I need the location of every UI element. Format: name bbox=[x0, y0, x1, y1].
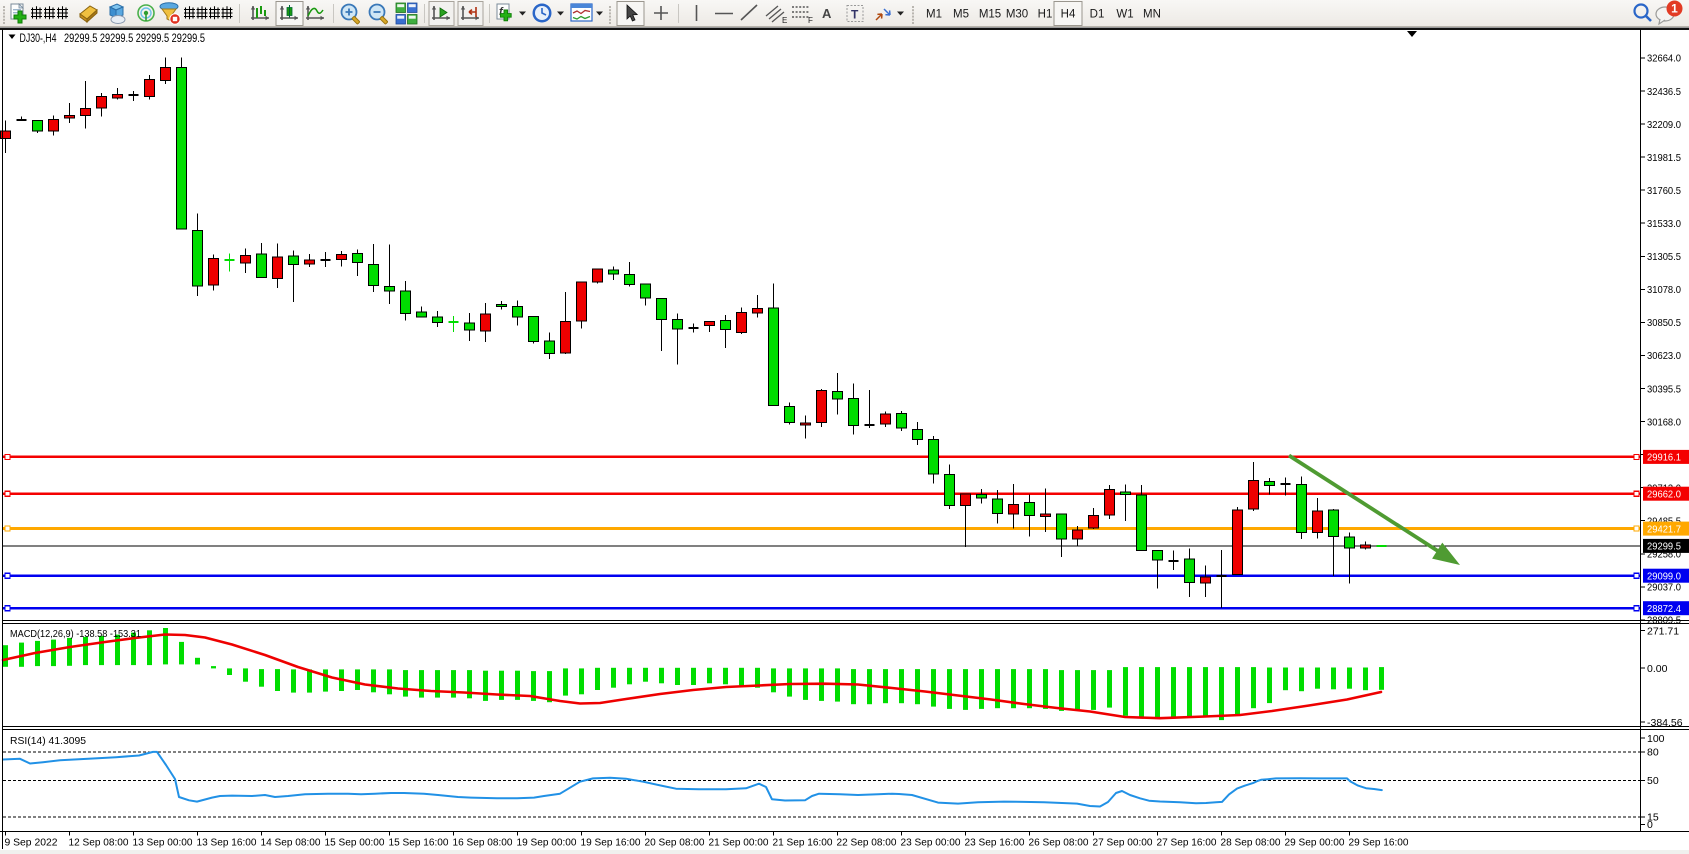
svg-text:D1: D1 bbox=[1090, 9, 1105, 21]
svg-text:19 Sep 16:00: 19 Sep 16:00 bbox=[581, 838, 641, 849]
svg-text:31760.5: 31760.5 bbox=[1647, 185, 1681, 197]
svg-text:29421.7: 29421.7 bbox=[1647, 523, 1681, 535]
svg-text:14 Sep 08:00: 14 Sep 08:00 bbox=[261, 838, 321, 849]
svg-text:15 Sep 00:00: 15 Sep 00:00 bbox=[325, 838, 385, 849]
svg-text:28872.4: 28872.4 bbox=[1647, 603, 1681, 615]
svg-text:f: f bbox=[499, 6, 504, 18]
svg-text:W1: W1 bbox=[1116, 9, 1133, 21]
svg-text:50: 50 bbox=[1647, 775, 1659, 787]
svg-text:31981.5: 31981.5 bbox=[1647, 152, 1681, 164]
svg-text:MN: MN bbox=[1143, 9, 1161, 21]
svg-text:29662.0: 29662.0 bbox=[1647, 489, 1681, 501]
svg-text:T: T bbox=[851, 8, 859, 22]
svg-text:30850.5: 30850.5 bbox=[1647, 317, 1681, 329]
svg-text:30623.0: 30623.0 bbox=[1647, 350, 1681, 362]
svg-text:M30: M30 bbox=[1006, 9, 1028, 21]
svg-text:15: 15 bbox=[1647, 812, 1659, 824]
svg-text:MACD(12,26,9) -138.58 -153.31: MACD(12,26,9) -138.58 -153.31 bbox=[10, 628, 141, 640]
svg-text:22 Sep 08:00: 22 Sep 08:00 bbox=[837, 838, 897, 849]
svg-text:80: 80 bbox=[1647, 747, 1659, 759]
svg-text:0.00: 0.00 bbox=[1647, 663, 1668, 675]
svg-text:29299.5: 29299.5 bbox=[1647, 541, 1681, 553]
svg-text:29 Sep 16:00: 29 Sep 16:00 bbox=[1349, 838, 1409, 849]
svg-text:H1: H1 bbox=[1038, 9, 1053, 21]
svg-text:27 Sep 16:00: 27 Sep 16:00 bbox=[1157, 838, 1217, 849]
svg-text:29 Sep 00:00: 29 Sep 00:00 bbox=[1285, 838, 1345, 849]
svg-text:29037.0: 29037.0 bbox=[1647, 582, 1681, 594]
svg-text:20 Sep 08:00: 20 Sep 08:00 bbox=[645, 838, 705, 849]
svg-text:E: E bbox=[782, 16, 787, 25]
svg-text:32209.0: 32209.0 bbox=[1647, 119, 1681, 131]
svg-text:21 Sep 00:00: 21 Sep 00:00 bbox=[709, 838, 769, 849]
svg-text:23 Sep 16:00: 23 Sep 16:00 bbox=[965, 838, 1025, 849]
svg-text:30168.0: 30168.0 bbox=[1647, 416, 1681, 428]
svg-text:DJ30-,H4: DJ30-,H4 bbox=[20, 33, 57, 45]
svg-text:0: 0 bbox=[1647, 819, 1653, 831]
svg-text:100: 100 bbox=[1647, 733, 1665, 745]
svg-text:30395.5: 30395.5 bbox=[1647, 383, 1681, 395]
svg-text:13 Sep 00:00: 13 Sep 00:00 bbox=[133, 838, 193, 849]
svg-text:32436.5: 32436.5 bbox=[1647, 86, 1681, 98]
svg-text:9 Sep 2022: 9 Sep 2022 bbox=[5, 838, 58, 849]
svg-text:31078.0: 31078.0 bbox=[1647, 284, 1681, 296]
svg-text:-384.56: -384.56 bbox=[1647, 717, 1683, 729]
svg-text:27 Sep 00:00: 27 Sep 00:00 bbox=[1093, 838, 1153, 849]
svg-text:H4: H4 bbox=[1061, 9, 1076, 21]
svg-text:13 Sep 16:00: 13 Sep 16:00 bbox=[197, 838, 257, 849]
svg-text:29916.1: 29916.1 bbox=[1647, 452, 1681, 464]
svg-text:31305.5: 31305.5 bbox=[1647, 251, 1681, 263]
svg-text:29099.0: 29099.0 bbox=[1647, 571, 1681, 583]
svg-text:31533.0: 31533.0 bbox=[1647, 218, 1681, 230]
svg-text:15 Sep 16:00: 15 Sep 16:00 bbox=[389, 838, 449, 849]
svg-text:19 Sep 00:00: 19 Sep 00:00 bbox=[517, 838, 577, 849]
svg-text:26 Sep 08:00: 26 Sep 08:00 bbox=[1029, 838, 1089, 849]
svg-text:12 Sep 08:00: 12 Sep 08:00 bbox=[69, 838, 129, 849]
svg-text:16 Sep 08:00: 16 Sep 08:00 bbox=[453, 838, 513, 849]
svg-text:F: F bbox=[808, 16, 813, 25]
svg-text:29299.5 29299.5 29299.5 29299.: 29299.5 29299.5 29299.5 29299.5 bbox=[64, 33, 205, 45]
svg-text:RSI(14) 41.3095: RSI(14) 41.3095 bbox=[10, 735, 86, 747]
svg-text:28 Sep 08:00: 28 Sep 08:00 bbox=[1221, 838, 1281, 849]
svg-text:M15: M15 bbox=[979, 9, 1001, 21]
svg-text:A: A bbox=[822, 6, 832, 21]
svg-text:1: 1 bbox=[1671, 2, 1678, 16]
svg-text:271.71: 271.71 bbox=[1647, 625, 1679, 637]
svg-text:M1: M1 bbox=[926, 9, 942, 21]
svg-text:M5: M5 bbox=[953, 9, 969, 21]
svg-text:32664.0: 32664.0 bbox=[1647, 53, 1681, 65]
svg-text:23 Sep 00:00: 23 Sep 00:00 bbox=[901, 838, 961, 849]
svg-text:21 Sep 16:00: 21 Sep 16:00 bbox=[773, 838, 833, 849]
